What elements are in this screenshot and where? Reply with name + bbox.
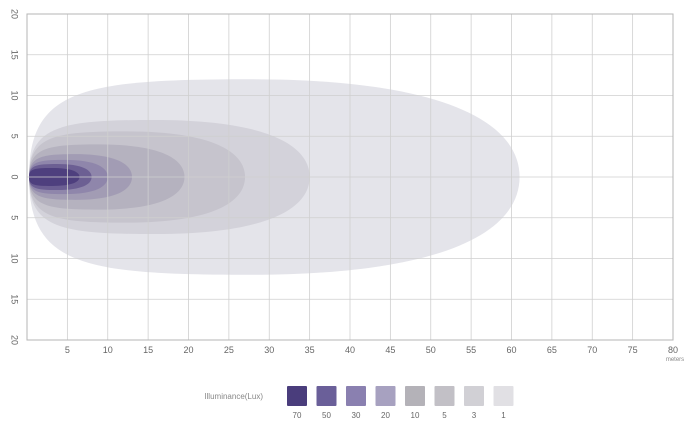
- y-tick-label: 15: [10, 50, 20, 60]
- legend-label-70: 70: [293, 411, 302, 420]
- x-tick-label: 5: [65, 345, 70, 355]
- plot-frame: [26, 13, 674, 341]
- legend-swatch-10: [405, 386, 425, 406]
- legend: 70 50 30 20 10 5 3 1: [287, 386, 514, 420]
- y-tick-label: 15: [10, 294, 20, 304]
- y-tick-label: 5: [10, 215, 20, 220]
- grid-lines: [27, 14, 673, 340]
- x-tick-label: 10: [103, 345, 113, 355]
- legend-swatch-50: [316, 386, 337, 406]
- y-tick-label: 20: [10, 9, 20, 19]
- x-tick-label: 80: [668, 345, 678, 355]
- legend-label-3: 3: [472, 411, 477, 420]
- legend-swatch-70: [287, 386, 307, 406]
- legend-swatch-5: [434, 386, 455, 406]
- legend-swatch-30: [346, 386, 366, 406]
- x-tick-label: 35: [305, 345, 315, 355]
- x-tick-label: 40: [345, 345, 355, 355]
- legend-label-20: 20: [381, 411, 390, 420]
- y-axis-ticks: 20 15 10 5 0 5 10 15 20: [10, 9, 20, 345]
- legend-label-5: 5: [442, 411, 447, 420]
- legend-label-50: 50: [322, 411, 331, 420]
- x-tick-label: 75: [628, 345, 638, 355]
- x-tick-label: 60: [506, 345, 516, 355]
- legend-label-1: 1: [501, 411, 506, 420]
- x-tick-label: 55: [466, 345, 476, 355]
- x-tick-label: 70: [587, 345, 597, 355]
- legend-label-10: 10: [411, 411, 420, 420]
- x-tick-label: 50: [426, 345, 436, 355]
- y-tick-label: 0: [10, 174, 20, 179]
- x-tick-label: 25: [224, 345, 234, 355]
- legend-swatch-3: [464, 386, 484, 406]
- x-tick-label: 20: [183, 345, 193, 355]
- y-tick-label: 5: [10, 134, 20, 139]
- legend-swatch-1: [493, 386, 514, 406]
- x-tick-label: 45: [385, 345, 395, 355]
- y-tick-label: 10: [10, 90, 20, 100]
- x-tick-label: 15: [143, 345, 153, 355]
- y-tick-label: 20: [10, 335, 20, 345]
- legend-swatch-20: [375, 386, 396, 406]
- legend-title: Illuminance(Lux): [204, 392, 263, 401]
- x-tick-label: 65: [547, 345, 557, 355]
- y-tick-label: 10: [10, 253, 20, 263]
- legend-label-30: 30: [352, 411, 361, 420]
- x-axis-unit-label: meters: [666, 357, 684, 363]
- x-tick-label: 30: [264, 345, 274, 355]
- x-axis-ticks: 5 10 15 20 25 30 35 40 45 50 55 60 65 70 75 80: [65, 345, 678, 355]
